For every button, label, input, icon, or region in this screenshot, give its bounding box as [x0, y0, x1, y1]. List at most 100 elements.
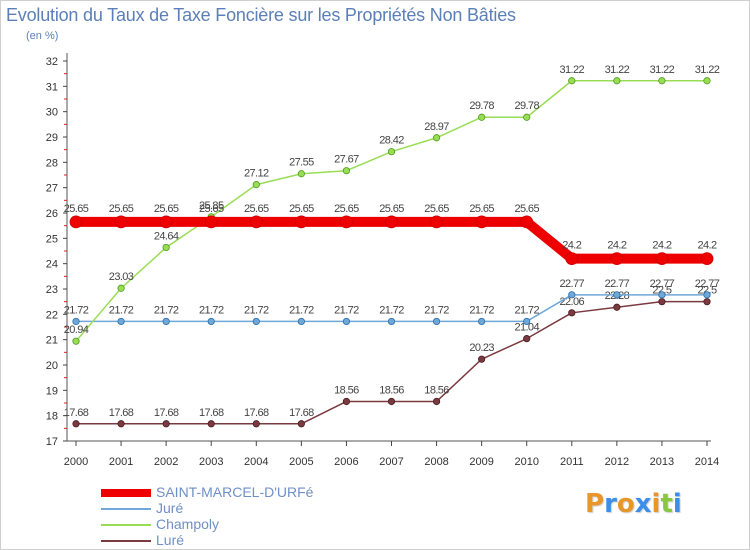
data-point: [162, 420, 170, 428]
data-label: 21.72: [64, 304, 89, 316]
data-label: 23.03: [109, 271, 134, 283]
data-point: [294, 215, 308, 229]
data-label: 22.5: [697, 285, 716, 297]
data-label: 21.72: [199, 304, 224, 316]
y-tick-label: 17: [46, 436, 58, 448]
y-tick-label: 28: [46, 157, 58, 169]
x-tick-label: 2011: [560, 456, 584, 468]
data-point: [207, 317, 215, 326]
logo-letter: P: [585, 489, 605, 519]
data-point: [162, 243, 170, 252]
data-point: [523, 113, 531, 121]
data-point: [655, 252, 669, 266]
data-point: [568, 309, 576, 317]
data-point: [159, 215, 173, 229]
data-label: 28.97: [424, 121, 449, 133]
data-point: [478, 113, 486, 121]
x-tick-label: 2012: [605, 456, 629, 468]
logo-letter: o: [616, 489, 635, 519]
x-tick-label: 2005: [289, 456, 313, 468]
logo-letter: t: [660, 489, 673, 519]
data-label: 17.68: [289, 407, 314, 419]
data-label: 22.77: [695, 278, 720, 290]
data-label: 27.67: [334, 154, 359, 166]
data-point: [565, 252, 579, 266]
y-tick-label: 25: [46, 233, 58, 245]
x-tick-label: 2001: [109, 456, 133, 468]
y-tick-label: 23: [46, 284, 58, 296]
legend-label: Juré: [156, 500, 184, 516]
data-point: [72, 337, 80, 345]
data-point: [613, 303, 621, 311]
data-label: 21.72: [109, 304, 134, 316]
data-point: [72, 317, 80, 326]
data-point: [568, 291, 576, 299]
data-point: [430, 215, 443, 229]
data-label: 27.12: [244, 168, 269, 180]
data-point: [207, 420, 215, 428]
y-tick-label: 31: [46, 81, 58, 93]
y-tick-label: 30: [46, 107, 58, 119]
chart-title: Evolution du Taux de Taxe Foncière sur l…: [6, 5, 516, 25]
data-point: [297, 317, 305, 326]
data-label: 24.2: [652, 240, 671, 252]
data-point: [297, 170, 305, 178]
data-label: 24.64: [154, 230, 179, 242]
data-point: [249, 215, 263, 229]
data-point: [387, 397, 396, 406]
data-point: [72, 420, 80, 428]
x-tick-label: 2003: [199, 456, 223, 468]
x-tick-label: 2014: [695, 456, 719, 468]
data-label: 18.56: [334, 384, 359, 396]
legend-swatch: [101, 540, 151, 542]
y-tick-label: 26: [46, 208, 58, 220]
data-label: 18.56: [379, 384, 404, 396]
data-label: 25.65: [379, 203, 404, 215]
series-3: 17.68 17.68 17.68 17.68 17.68 17.68 18.56 18.56…: [64, 285, 718, 428]
data-label: 25.65: [514, 203, 539, 215]
data-point: [117, 317, 125, 326]
data-label: 25.65: [109, 203, 134, 215]
y-tick-label: 20: [46, 360, 58, 372]
y-tick-label: 22: [46, 309, 58, 321]
data-label: 21.72: [334, 304, 359, 316]
x-tick-label: 2008: [424, 456, 448, 468]
data-point: [613, 291, 621, 299]
legend-swatch: [101, 524, 151, 526]
legend-label: Luré: [156, 532, 185, 548]
data-label: 31.22: [560, 64, 585, 76]
x-tick-label: 2007: [379, 456, 403, 468]
data-label: 21.72: [154, 304, 179, 316]
data-label: 17.68: [154, 407, 179, 419]
logo-letter: i: [672, 489, 682, 519]
data-label: 27.55: [289, 157, 314, 169]
data-label: 31.22: [650, 64, 675, 76]
data-label: 31.22: [695, 64, 720, 76]
data-label: 25.85: [199, 200, 224, 212]
data-point: [342, 397, 351, 406]
y-axis-unit-label: (en %): [26, 30, 59, 42]
data-point: [658, 77, 666, 85]
logo-letter: x: [634, 489, 652, 519]
data-point: [204, 215, 218, 229]
data-label: 31.22: [605, 64, 630, 76]
x-tick-label: 2004: [244, 456, 268, 468]
x-tick-label: 2009: [469, 456, 493, 468]
x-tick-label: 2000: [64, 456, 88, 468]
data-label: 22.77: [650, 278, 675, 290]
y-tick-label: 24: [46, 259, 58, 271]
data-label: 25.65: [469, 203, 494, 215]
data-label: 29.78: [469, 100, 494, 112]
data-point: [700, 252, 714, 266]
data-label: 17.68: [244, 407, 269, 419]
legend-swatch: [101, 489, 151, 497]
data-label: 25.65: [154, 203, 179, 215]
data-point: [252, 181, 260, 189]
data-label: 22.77: [605, 278, 630, 290]
data-point: [658, 298, 666, 306]
data-label: 22.5: [652, 285, 671, 297]
x-tick-label: 2006: [334, 456, 358, 468]
logo-letter: i: [651, 489, 661, 519]
